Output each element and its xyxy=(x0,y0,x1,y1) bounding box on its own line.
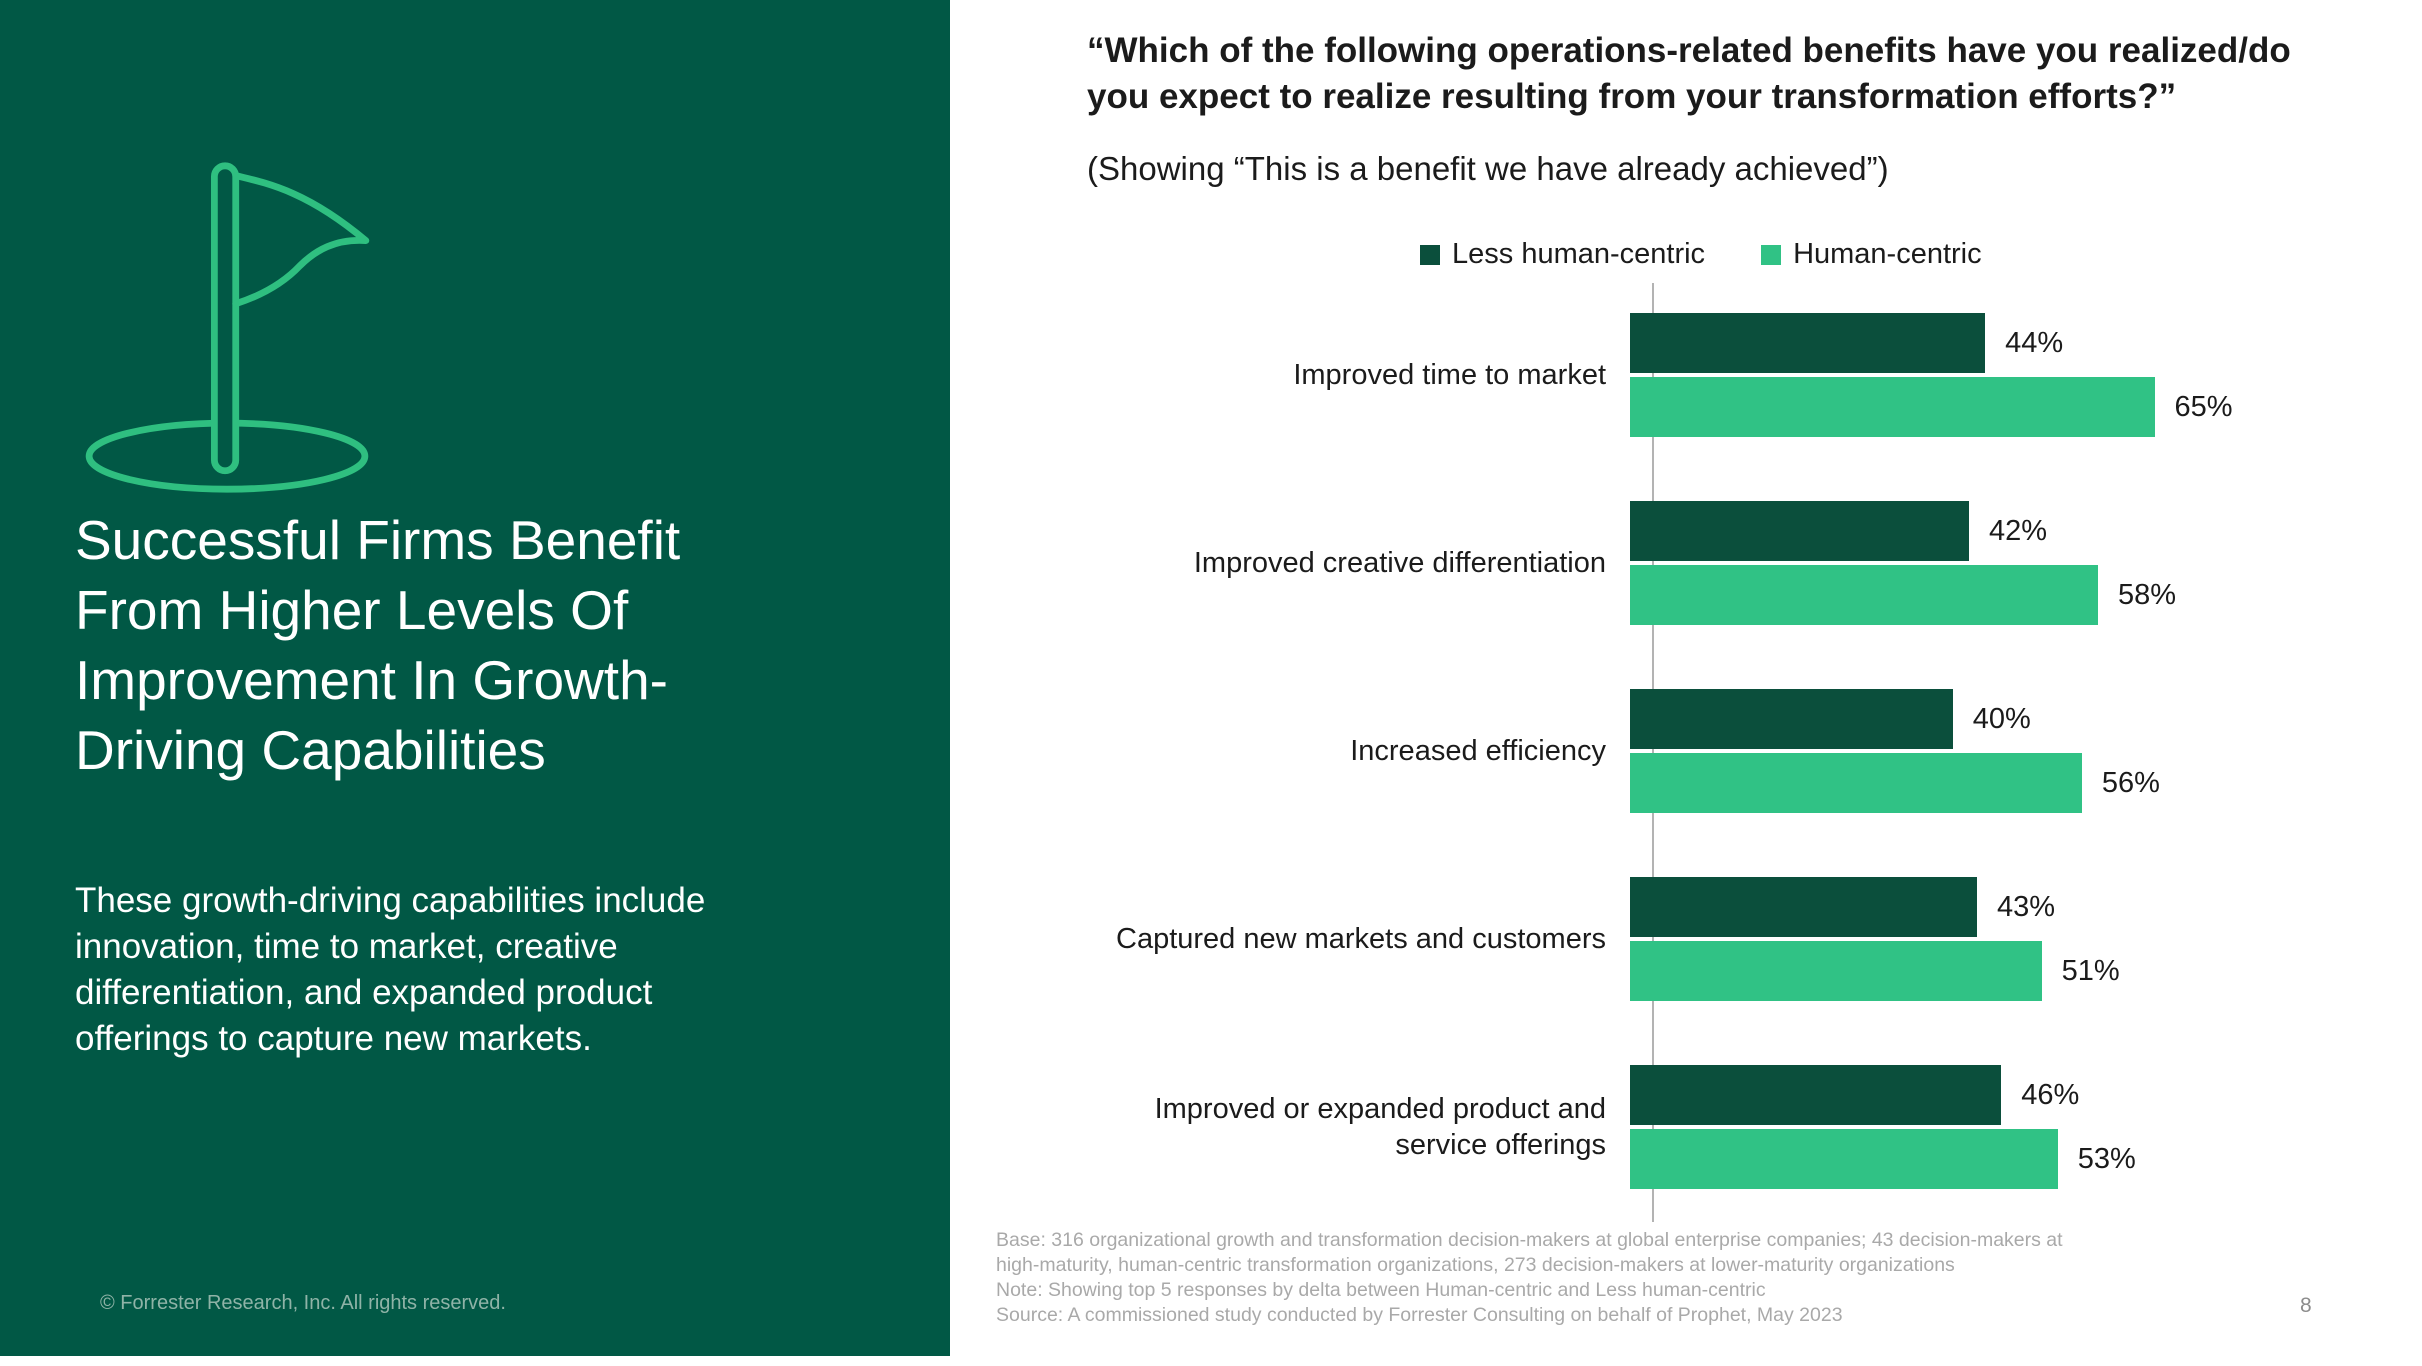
bar-line: 56% xyxy=(1630,753,2160,813)
bar-human-centric xyxy=(1630,565,2099,625)
value-label: 56% xyxy=(2101,766,2160,799)
bar-row: Captured new markets and customers 43% 51% xyxy=(1070,877,2400,1001)
value-label: 44% xyxy=(2005,326,2064,359)
value-label: 40% xyxy=(1972,702,2031,735)
value-label: 65% xyxy=(2174,390,2233,423)
category-label: Improved creative differentiation xyxy=(1193,547,1606,579)
bar-pair: 46% 53% xyxy=(1630,1065,2136,1189)
page-number: 8 xyxy=(2300,1294,2312,1317)
legend-item: Less human-centric xyxy=(1420,238,1705,271)
bar-chart-rows: Improved time to market 44% 65% Improved cr… xyxy=(1070,313,2400,1253)
bar-less-human-centric xyxy=(1630,689,1953,749)
question-title: “Which of the following operations-relat… xyxy=(1087,31,2291,116)
bar-line: 65% xyxy=(1630,377,2233,437)
bar-line: 43% xyxy=(1630,877,2120,937)
chart-legend: Less human-centric Human-centric xyxy=(1420,238,1982,271)
legend-item: Human-centric xyxy=(1761,238,1982,271)
bar-human-centric xyxy=(1630,377,2155,437)
bar-line: 46% xyxy=(1630,1065,2136,1125)
footnote-line: Source: A commissioned study conducted b… xyxy=(996,1304,1843,1326)
category-label: Increased efficiency xyxy=(1350,735,1606,767)
bar-pair: 40% 56% xyxy=(1630,689,2160,813)
bar-chart: Improved time to market 44% 65% Improved cr… xyxy=(1070,283,2400,1222)
legend-label: Less human-centric xyxy=(1452,238,1706,270)
bar-line: 40% xyxy=(1630,689,2160,749)
bar-pair: 43% 51% xyxy=(1630,877,2120,1001)
footnotes: Base: 316 organizational growth and tran… xyxy=(996,1228,2216,1328)
value-label: 46% xyxy=(2021,1078,2080,1111)
footnote-line: Base: 316 organizational growth and tran… xyxy=(996,1229,2063,1251)
chart-axis-line xyxy=(1652,283,1654,1222)
bar-row: Improved or expanded product and service… xyxy=(1070,1065,2400,1189)
panel-title: Successful Firms Benefit From Higher Lev… xyxy=(75,509,681,781)
legend-swatch-icon xyxy=(1761,244,1782,265)
value-label: 43% xyxy=(1997,890,2056,923)
bar-line: 42% xyxy=(1630,501,2176,561)
panel-body-text: These growth-driving capabilities includ… xyxy=(75,881,706,1058)
bar-human-centric xyxy=(1630,1129,2058,1189)
bar-pair: 44% 65% xyxy=(1630,313,2233,437)
value-label: 51% xyxy=(2061,954,2120,987)
value-label: 53% xyxy=(2077,1142,2136,1175)
golf-flag-in-hole-icon xyxy=(85,162,370,493)
bar-line: 51% xyxy=(1630,941,2120,1001)
bar-line: 44% xyxy=(1630,313,2233,373)
bar-less-human-centric xyxy=(1630,501,1969,561)
bar-row: Improved time to market 44% 65% xyxy=(1070,313,2400,437)
bar-less-human-centric xyxy=(1630,877,1977,937)
footnote-line: Note: Showing top 5 responses by delta b… xyxy=(996,1279,1766,1301)
legend-swatch-icon xyxy=(1420,244,1440,265)
value-label: 42% xyxy=(1988,514,2047,547)
bar-line: 53% xyxy=(1630,1129,2136,1189)
legend-label: Human-centric xyxy=(1793,238,1982,270)
bar-line: 58% xyxy=(1630,565,2176,625)
copyright-text: © Forrester Research, Inc. All rights re… xyxy=(100,1292,506,1314)
bar-row: Improved creative differentiation 42% 58% xyxy=(1070,501,2400,625)
bar-human-centric xyxy=(1630,941,2042,1001)
category-label: Captured new markets and customers xyxy=(1116,923,1606,955)
left-panel: Successful Firms Benefit From Higher Lev… xyxy=(0,0,950,1356)
category-label: Improved time to market xyxy=(1293,359,1606,391)
category-label: Improved or expanded product and service… xyxy=(1154,1093,1606,1161)
bar-row: Increased efficiency 40% 56% xyxy=(1070,689,2400,813)
footnote-line: high-maturity, human-centric transformat… xyxy=(996,1254,1955,1276)
value-label: 58% xyxy=(2118,578,2177,611)
question-subtitle: (Showing “This is a benefit we have alre… xyxy=(1087,150,1889,187)
bottom-margin-strip xyxy=(0,1356,2422,1366)
bar-pair: 42% 58% xyxy=(1630,501,2176,625)
bar-less-human-centric xyxy=(1630,313,1986,373)
bar-human-centric xyxy=(1630,753,2082,813)
bar-less-human-centric xyxy=(1630,1065,2002,1125)
